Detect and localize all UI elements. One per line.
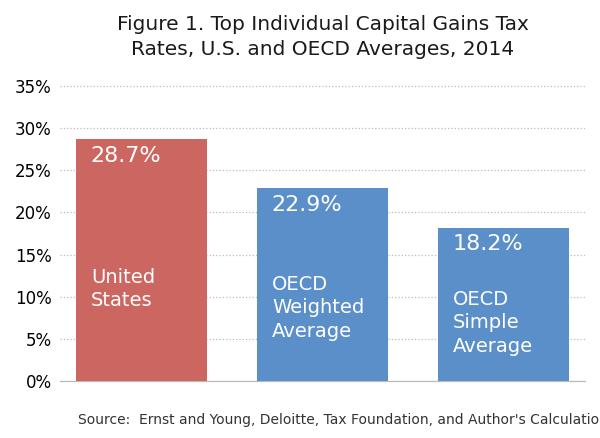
Text: 28.7%: 28.7% bbox=[91, 146, 161, 166]
Text: United
States: United States bbox=[91, 268, 155, 311]
Text: Source:  Ernst and Young, Deloitte, Tax Foundation, and Author's Calculations: Source: Ernst and Young, Deloitte, Tax F… bbox=[78, 413, 600, 427]
Text: 18.2%: 18.2% bbox=[453, 234, 523, 254]
Title: Figure 1. Top Individual Capital Gains Tax
Rates, U.S. and OECD Averages, 2014: Figure 1. Top Individual Capital Gains T… bbox=[116, 15, 529, 59]
Text: OECD
Simple
Average: OECD Simple Average bbox=[453, 290, 533, 356]
Bar bbox=[76, 139, 206, 381]
Text: 22.9%: 22.9% bbox=[272, 195, 343, 215]
Bar bbox=[439, 228, 569, 381]
Bar bbox=[257, 188, 388, 381]
Text: OECD
Weighted
Average: OECD Weighted Average bbox=[272, 275, 364, 341]
